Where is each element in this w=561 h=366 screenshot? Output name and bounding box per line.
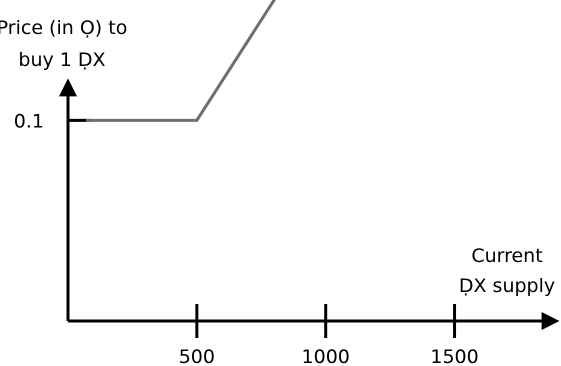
x-tick-label: 500 <box>179 346 215 366</box>
x-axis-label-line-2: ḌX supply <box>459 275 555 297</box>
x-ticks: 500 1000 1500 <box>179 304 479 366</box>
x-axis-label-line-1: Current <box>471 245 542 267</box>
y-tick-label: 0.1 <box>14 110 44 132</box>
x-axis-label: Current ḌX supply <box>459 245 555 297</box>
series-line <box>86 0 276 122</box>
x-tick-label: 1000 <box>302 346 350 366</box>
y-axis-label-line-1: Price (in Ọ) to <box>0 17 127 39</box>
y-axis-label-line-2: buy 1 ḌX <box>18 49 105 71</box>
x-tick-label: 1500 <box>430 346 478 366</box>
y-axis-label: Price (in Ọ) to buy 1 ḌX <box>0 17 127 71</box>
